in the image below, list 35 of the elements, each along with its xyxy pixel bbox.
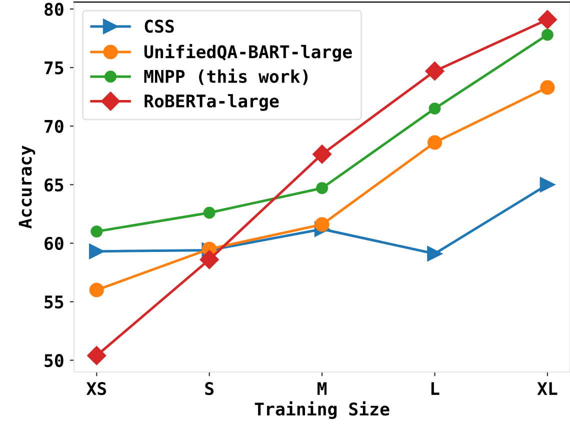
point xyxy=(312,144,332,164)
point xyxy=(427,246,442,262)
point xyxy=(427,135,442,150)
y-tick-label: 55 xyxy=(44,296,64,309)
y-tick-label: 70 xyxy=(44,120,64,133)
point xyxy=(540,177,556,192)
point xyxy=(541,28,554,41)
legend-label: RoBERTa-large xyxy=(144,94,279,111)
point xyxy=(540,80,555,95)
x-tick-label: XS xyxy=(86,382,106,396)
legend-label: CSS xyxy=(144,20,174,33)
point xyxy=(90,226,103,238)
point xyxy=(87,346,106,366)
x-tick-label: XL xyxy=(537,382,558,395)
y-tick-label: 65 xyxy=(44,178,64,192)
x-tick-label: S xyxy=(205,382,214,396)
point xyxy=(203,206,216,219)
point xyxy=(200,250,219,270)
point xyxy=(89,282,104,298)
point xyxy=(89,244,104,260)
point xyxy=(425,62,444,81)
y-tick-label: 60 xyxy=(44,236,64,250)
y-tick-label: 50 xyxy=(44,354,64,368)
point xyxy=(316,182,328,194)
point xyxy=(314,217,330,232)
x-axis-title: Training Size xyxy=(254,401,390,419)
legend-label: UnifiedQA-BART-large xyxy=(144,44,352,62)
y-tick-label: 75 xyxy=(44,62,64,74)
point xyxy=(428,102,441,115)
point xyxy=(538,10,557,30)
x-tick-label: M xyxy=(318,382,327,395)
x-tick-label: L xyxy=(431,382,440,395)
y-axis-title: Accuracy xyxy=(18,146,36,229)
legend-label: MNPP (this work) xyxy=(144,68,308,85)
y-tick-label: 80 xyxy=(44,2,64,16)
